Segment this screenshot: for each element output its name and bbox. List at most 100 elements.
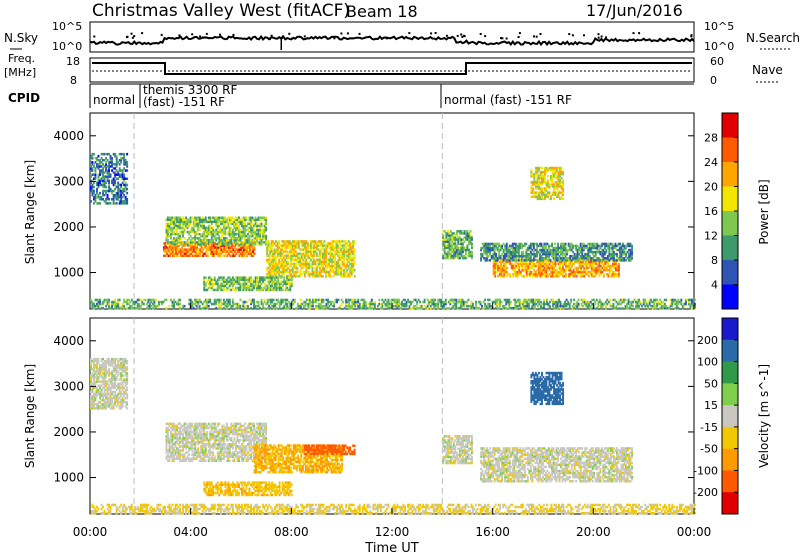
scatter-cell [437,304,440,308]
scatter-cell [218,284,221,288]
scatter-cell [188,220,191,224]
scatter-cell [262,302,264,306]
scatter-cell [608,259,611,262]
scatter-cell [203,282,206,286]
scatter-cell [553,275,555,278]
scatter-cell [323,266,326,270]
scatter-cell [173,298,175,302]
scatter-cell [533,270,536,274]
scatter-cell [585,255,588,258]
scatter-cell [274,276,277,279]
scatter-cell [291,248,294,251]
scatter-cell [511,255,514,258]
scatter-cell [521,302,524,306]
scatter-cell [492,248,495,252]
scatter-cell [287,306,290,310]
scatter-cell [562,273,564,276]
scatter-cell [296,266,299,270]
scatter-cell [548,197,551,201]
scatter-cell [593,270,596,274]
scatter-cell [586,304,589,308]
scatter-cell [569,242,572,246]
scatter-cell [613,255,615,258]
scatter-cell [492,255,495,258]
scatter-cell [288,256,291,260]
scatter-cell [319,248,321,251]
scatter-cell [533,268,536,272]
scatter-cell [337,264,339,268]
scatter-cell [250,278,252,281]
scatter-cell [114,304,117,308]
nsearch-point [346,32,349,35]
scatter-cell [338,264,341,268]
scatter-cell [257,302,260,306]
scatter-cell [266,250,269,253]
scatter-cell [564,304,566,308]
scatter-cell [581,242,584,246]
scatter-cell [311,246,314,249]
scatter-cell [263,276,266,279]
scatter-cell [481,252,484,256]
scatter-cell [280,280,283,283]
scatter-cell [231,216,234,219]
scatter-cell [452,242,455,245]
scatter-cell [202,254,205,257]
scatter-cell [501,266,504,270]
scatter-cell [562,185,564,188]
scatter-cell [296,260,299,264]
scatter-cell [322,300,325,304]
scatter-cell [179,239,181,242]
scatter-cell [257,216,260,219]
scatter-cell [580,275,583,278]
scatter-cell [617,248,620,252]
scatter-cell [496,257,499,260]
scatter-cell [627,306,630,310]
scatter-cell [272,275,275,278]
scatter-cell [505,255,508,258]
scatter-cell [465,230,467,233]
scatter-cell [561,244,564,248]
scatter-cell [384,298,387,302]
scatter-cell [173,248,176,251]
scatter-cell [531,266,534,270]
scatter-cell [214,250,217,253]
scatter-cell [276,254,279,257]
scatter-cell [623,257,626,260]
scatter-cell [587,258,590,262]
scatter-cell [239,237,242,240]
scatter-cell [313,262,315,266]
scatter-cell [465,252,467,256]
scatter-cell [574,304,577,308]
scatter-cell [227,252,230,255]
scatter-cell [481,255,484,258]
scatter-cell [243,250,245,253]
scatter-cell [401,302,403,306]
scatter-cell [524,302,527,306]
scatter-cell [245,218,248,221]
scatter-cell [498,270,501,274]
scatter-cell [366,306,369,310]
scatter-cell [505,306,508,310]
scatter-cell [222,224,225,228]
scatter-cell [539,257,541,260]
scatter-cell [329,250,332,253]
freq-tick-low: 8 [70,74,77,87]
scatter-cell [241,252,244,255]
scatter-cell [233,241,236,244]
scatter-cell [215,246,218,249]
scatter-cell [609,252,612,256]
scatter-cell [399,306,402,310]
scatter-cell [167,246,170,249]
scatter-cell [322,242,324,245]
scatter-cell [577,266,580,270]
scatter-cell [568,264,571,268]
scatter-cell [136,298,139,302]
scatter-cell [544,302,547,306]
scatter-cell [504,270,507,274]
scatter-cell [270,254,273,257]
scatter-cell [296,246,299,249]
scatter-cell [590,270,593,274]
scatter-cell [278,242,281,245]
scatter-cell [250,220,252,224]
scatter-cell [442,248,445,252]
